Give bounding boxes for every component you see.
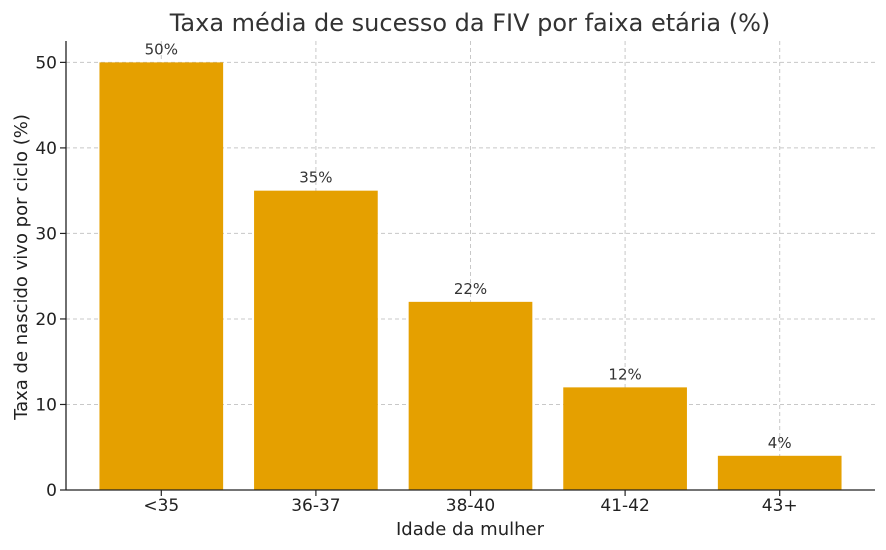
x-tick-label: <35	[143, 496, 179, 516]
x-tick-label: 38-40	[446, 496, 495, 516]
y-tick-label: 50	[35, 53, 57, 73]
bar	[254, 190, 378, 490]
bar	[717, 455, 842, 490]
x-tick-label: 41-42	[600, 496, 649, 516]
y-tick-label: 20	[35, 310, 57, 330]
bar	[563, 387, 687, 490]
y-tick-label: 10	[35, 395, 57, 415]
bar	[99, 62, 224, 490]
bar-data-label: 35%	[299, 169, 332, 187]
bar-data-label: 4%	[768, 434, 792, 452]
bar-data-label: 12%	[608, 365, 641, 383]
bar-data-label: 22%	[454, 280, 487, 298]
y-axis-label: Taxa de nascido vivo por ciclo (%)	[11, 114, 32, 421]
axes-layer: 0 10 20 30 40 50 <35 36-37 38-40 41-42 43+	[35, 41, 875, 516]
x-axis-label: Idade da mulher	[396, 519, 545, 540]
bar	[408, 301, 533, 490]
y-tick-label: 0	[46, 481, 57, 501]
chart-title: Taxa média de sucesso da FIV por faixa e…	[169, 9, 771, 37]
bars-layer: 50% 35% 22% 12% 4%	[99, 40, 842, 490]
x-tick-label: 36-37	[291, 496, 340, 516]
x-tick-label: 43+	[762, 496, 798, 516]
y-tick-label: 30	[35, 224, 57, 244]
y-tick-label: 40	[35, 139, 57, 159]
bar-data-label: 50%	[145, 40, 178, 58]
